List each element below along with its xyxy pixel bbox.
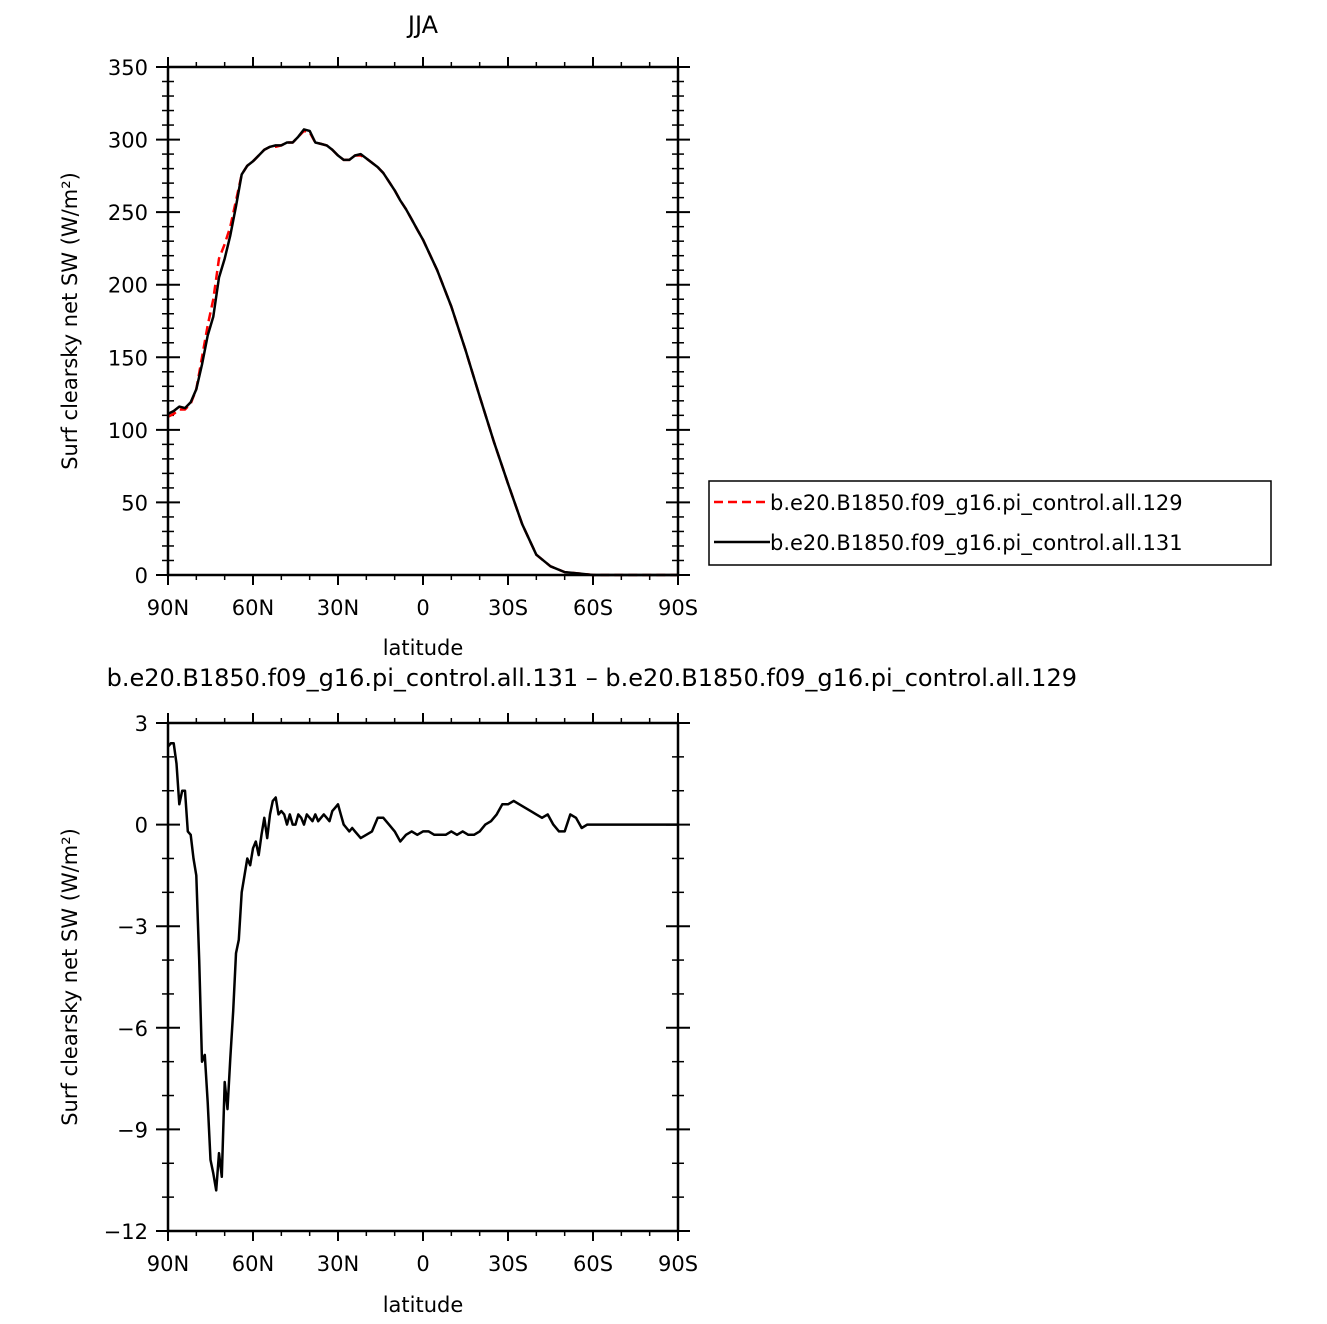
y-tick-label: −3	[117, 915, 148, 939]
x-tick-label: 60N	[232, 1252, 274, 1276]
x-tick-label: 60S	[573, 1252, 613, 1276]
top-x-axis-label: latitude	[383, 636, 464, 660]
y-tick-label: −9	[117, 1118, 148, 1142]
top-plot-frame	[166, 65, 680, 577]
top-lines	[167, 128, 678, 577]
bottom-chart-title: b.e20.B1850.f09_g16.pi_control.all.131 –…	[107, 664, 1077, 692]
series-line-0	[167, 742, 678, 1192]
x-tick-label: 90S	[658, 1252, 698, 1276]
top-y-axis-label: Surf clearsky net SW (W/m²)	[58, 172, 82, 470]
legend-label-series-131: b.e20.B1850.f09_g16.pi_control.all.131	[770, 531, 1183, 556]
series-line-1	[167, 128, 678, 577]
bottom-y-axis-label: Surf clearsky net SW (W/m²)	[58, 828, 82, 1126]
top-y-tick-labels: 0 50 100 150 200 250 300 350	[108, 56, 148, 588]
legend-box	[708, 480, 1272, 566]
bottom-x-axis-label: latitude	[383, 1293, 464, 1317]
x-tick-label: 30N	[317, 1252, 359, 1276]
bottom-panel: b.e20.B1850.f09_g16.pi_control.all.131 –…	[58, 664, 1077, 1317]
x-tick-label: 90N	[147, 596, 189, 620]
y-tick-label: 350	[108, 56, 148, 80]
x-tick-label: 30S	[488, 596, 528, 620]
y-tick-label: 200	[108, 274, 148, 298]
y-tick-label: 300	[108, 129, 148, 153]
x-tick-label: 0	[416, 596, 429, 620]
y-tick-label: 3	[135, 712, 148, 736]
top-ticks	[156, 57, 690, 585]
y-tick-label: 50	[121, 491, 148, 515]
x-tick-label: 60S	[573, 596, 613, 620]
legend: b.e20.B1850.f09_g16.pi_control.all.129 b…	[708, 480, 1272, 566]
top-x-tick-labels: 90N 60N 30N 0 30S 60S 90S	[147, 596, 698, 620]
y-tick-label: 0	[135, 814, 148, 838]
y-tick-label: −6	[117, 1017, 148, 1041]
bottom-plot-frame	[166, 721, 680, 1233]
series-line-0	[167, 129, 678, 577]
x-tick-label: 30S	[488, 1252, 528, 1276]
y-tick-label: 150	[108, 346, 148, 370]
legend-label-series-129: b.e20.B1850.f09_g16.pi_control.all.129	[770, 491, 1183, 516]
x-tick-label: 90S	[658, 596, 698, 620]
bottom-x-tick-labels: 90N 60N 30N 0 30S 60S 90S	[147, 1252, 698, 1276]
y-tick-label: 100	[108, 419, 148, 443]
top-panel: JJA 90N 60N 30N 0 30S 60S 90S 0 50 100 150 200 250 3…	[58, 11, 698, 660]
top-chart-title: JJA	[406, 11, 439, 39]
x-tick-label: 60N	[232, 596, 274, 620]
x-tick-label: 30N	[317, 596, 359, 620]
y-tick-label: −12	[104, 1220, 148, 1244]
bottom-y-tick-labels: −12 −9 −6 −3 0 3	[104, 712, 148, 1244]
bottom-ticks	[156, 713, 690, 1241]
bottom-lines	[167, 742, 678, 1192]
y-tick-label: 250	[108, 201, 148, 225]
x-tick-label: 0	[416, 1252, 429, 1276]
x-tick-label: 90N	[147, 1252, 189, 1276]
y-tick-label: 0	[135, 564, 148, 588]
